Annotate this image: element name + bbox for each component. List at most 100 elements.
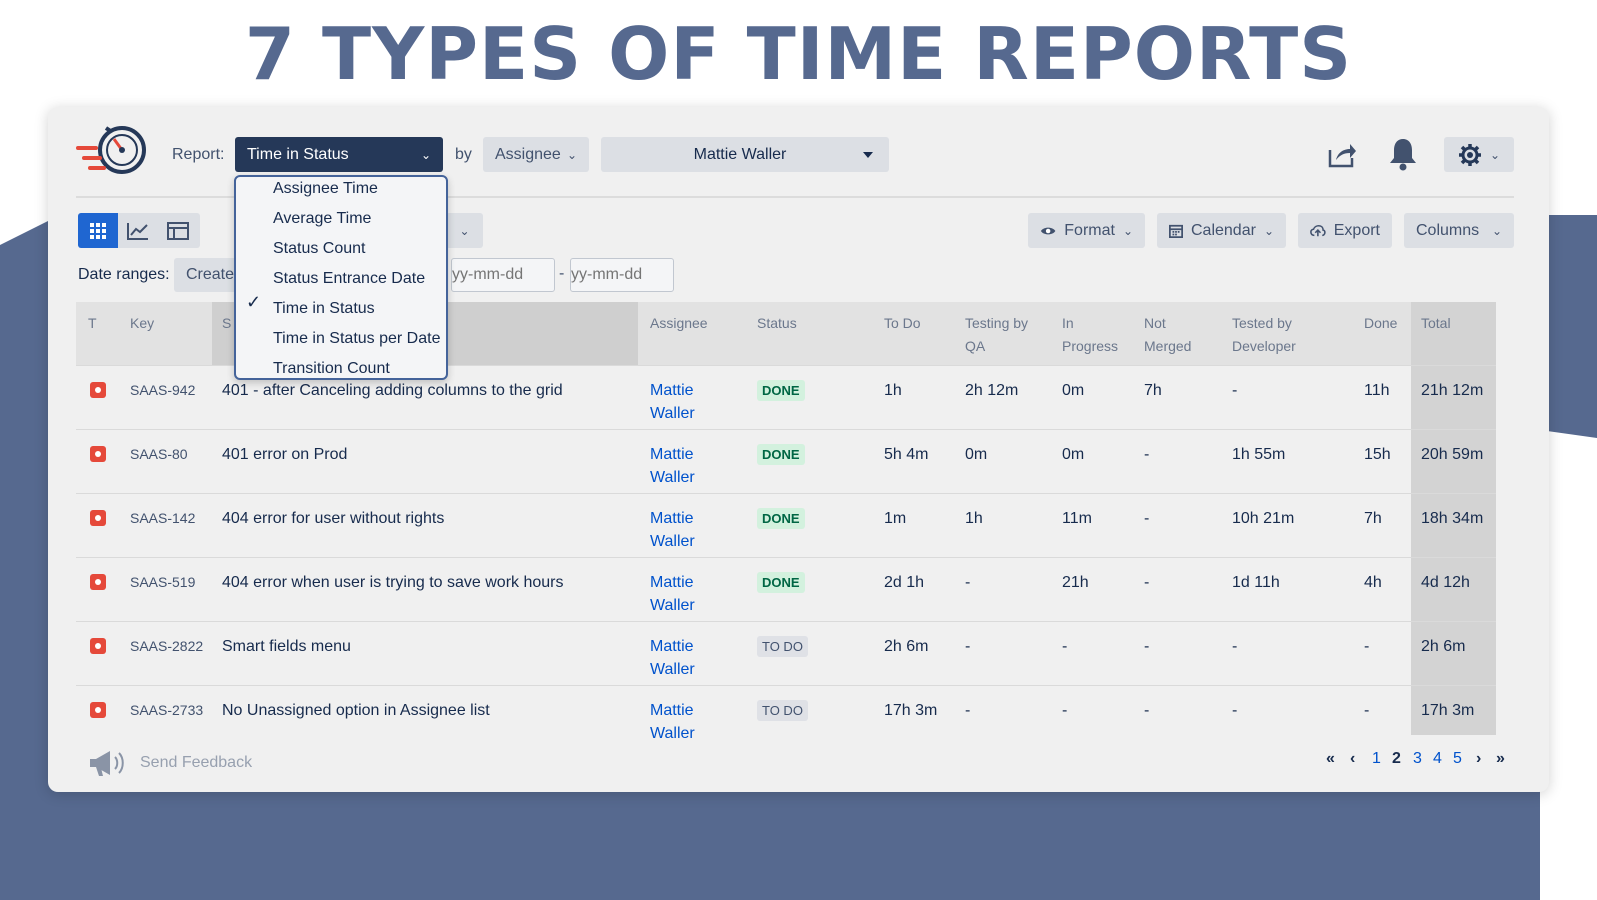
header-done[interactable]: Done (1364, 315, 1398, 331)
menu-item-average-time[interactable]: Average Time (273, 210, 372, 227)
header-summary[interactable]: S (222, 315, 232, 331)
header-tested-dev-line1: Tested by (1232, 315, 1292, 331)
send-feedback-link[interactable]: Send Feedback (140, 754, 253, 771)
date-to-input[interactable] (570, 258, 674, 292)
header-assignee[interactable]: Assignee (650, 315, 708, 331)
header-testing-qa[interactable]: Testing by QA (965, 312, 1028, 358)
row-assignee-link[interactable]: Mattie Waller (650, 507, 695, 553)
row-in-progress: 0m (1062, 382, 1085, 399)
row-not-merged: - (1144, 574, 1150, 591)
secondary-dropdown[interactable]: ⌄ (446, 213, 483, 248)
menu-item-status-count[interactable]: Status Count (273, 240, 366, 257)
header-status[interactable]: Status (757, 315, 797, 331)
row-assignee-link[interactable]: Mattie Waller (650, 379, 695, 425)
menu-item-assignee-time[interactable]: Assignee Time (273, 180, 378, 197)
header-type[interactable]: T (88, 315, 97, 331)
row-assignee-link[interactable]: Mattie Waller (650, 571, 695, 617)
pager-next[interactable]: › (1476, 750, 1482, 767)
chart-view-icon (127, 222, 148, 240)
assignee-last-name: Waller (650, 725, 695, 742)
calendar-button[interactable]: Calendar ⌄ (1157, 213, 1286, 248)
row-done: 11h (1364, 382, 1390, 399)
row-summary[interactable]: No Unassigned option in Assignee list (222, 702, 490, 719)
grid-view-button[interactable] (78, 213, 118, 248)
header-in-progress-line2: Progress (1062, 338, 1119, 354)
menu-item-transition-count[interactable]: Transition Count (273, 360, 390, 377)
pager-last[interactable]: » (1496, 750, 1505, 767)
bug-icon (90, 382, 106, 398)
megaphone-icon (90, 751, 124, 776)
gear-icon (1458, 143, 1481, 166)
report-dropdown[interactable]: Time in Status ⌄ (235, 137, 443, 172)
row-assignee-link[interactable]: Mattie Waller (650, 443, 695, 489)
group-by-dropdown[interactable]: Assignee ⌄ (483, 137, 589, 172)
row-key[interactable]: SAAS-2822 (130, 638, 204, 654)
row-todo: 1m (884, 510, 907, 527)
chevron-down-icon: ⌄ (1122, 223, 1133, 238)
settings-button[interactable]: ⌄ (1444, 137, 1514, 172)
pager-page-1[interactable]: 1 (1372, 750, 1381, 767)
columns-button[interactable]: Columns ⌄ (1404, 213, 1514, 248)
row-key[interactable]: SAAS-942 (130, 382, 196, 398)
row-summary[interactable]: 404 error when user is trying to save wo… (222, 574, 564, 591)
row-key[interactable]: SAAS-80 (130, 446, 188, 462)
row-assignee-link[interactable]: Mattie Waller (650, 699, 695, 745)
row-in-progress: - (1062, 702, 1068, 719)
row-key[interactable]: SAAS-142 (130, 510, 196, 526)
pager-page-3[interactable]: 3 (1413, 750, 1422, 767)
pivot-view-button[interactable] (158, 213, 198, 248)
report-dropdown-value: Time in Status (247, 145, 349, 163)
grid-view-icon (90, 222, 106, 239)
row-divider (76, 685, 1496, 686)
row-summary[interactable]: 404 error for user without rights (222, 510, 445, 527)
header-not-merged[interactable]: Not Merged (1144, 312, 1191, 358)
chevron-down-icon: ⌄ (459, 223, 470, 238)
bell-icon[interactable] (1388, 136, 1418, 172)
by-label: by (455, 146, 472, 163)
row-not-merged: - (1144, 446, 1150, 463)
header-tested-dev[interactable]: Tested by Developer (1232, 312, 1296, 358)
bug-icon (90, 702, 106, 718)
assignee-last-name: Waller (650, 469, 695, 486)
eye-icon (1040, 227, 1056, 234)
row-summary[interactable]: Smart fields menu (222, 638, 351, 655)
bug-icon (90, 574, 106, 590)
export-button[interactable]: Export (1298, 213, 1392, 248)
row-divider (76, 365, 1496, 366)
pager-first[interactable]: « (1326, 750, 1335, 767)
menu-item-time-in-status-per-date[interactable]: Time in Status per Date (273, 330, 441, 347)
pager-prev[interactable]: ‹ (1350, 750, 1356, 767)
caret-down-icon (863, 151, 873, 158)
header-key[interactable]: Key (130, 315, 155, 331)
menu-item-status-entrance-date[interactable]: Status Entrance Date (273, 270, 426, 287)
assignee-first-name: Mattie (650, 382, 694, 399)
row-todo: 5h 4m (884, 446, 929, 463)
row-summary[interactable]: 401 - after Canceling adding columns to … (222, 382, 563, 399)
row-total: 2h 6m (1421, 638, 1466, 655)
row-testing-qa: 0m (965, 446, 988, 463)
chevron-down-icon: ⌄ (1491, 223, 1502, 238)
row-key[interactable]: SAAS-519 (130, 574, 196, 590)
row-key[interactable]: SAAS-2733 (130, 702, 204, 718)
pager-page-5[interactable]: 5 (1453, 750, 1462, 767)
share-icon[interactable] (1326, 138, 1358, 170)
row-in-progress: 11m (1062, 510, 1092, 527)
pager-page-2-current[interactable]: 2 (1392, 750, 1401, 767)
row-done: - (1364, 702, 1370, 719)
header-todo[interactable]: To Do (884, 315, 921, 331)
pager-page-4[interactable]: 4 (1433, 750, 1442, 767)
header-total[interactable]: Total (1421, 315, 1451, 331)
header-in-progress[interactable]: In Progress (1062, 312, 1118, 358)
menu-item-time-in-status[interactable]: Time in Status (273, 300, 375, 317)
assignee-last-name: Waller (650, 533, 695, 550)
chart-view-button[interactable] (118, 213, 158, 248)
row-todo: 2d 1h (884, 574, 925, 591)
group-by-value: Assignee (495, 145, 561, 163)
row-divider (76, 557, 1496, 558)
row-summary[interactable]: 401 error on Prod (222, 446, 348, 463)
user-dropdown[interactable]: Mattie Waller (601, 137, 889, 172)
row-assignee-link[interactable]: Mattie Waller (650, 635, 695, 681)
date-from-input[interactable] (451, 258, 555, 292)
format-button[interactable]: Format ⌄ (1028, 213, 1145, 248)
assignee-last-name: Waller (650, 597, 695, 614)
